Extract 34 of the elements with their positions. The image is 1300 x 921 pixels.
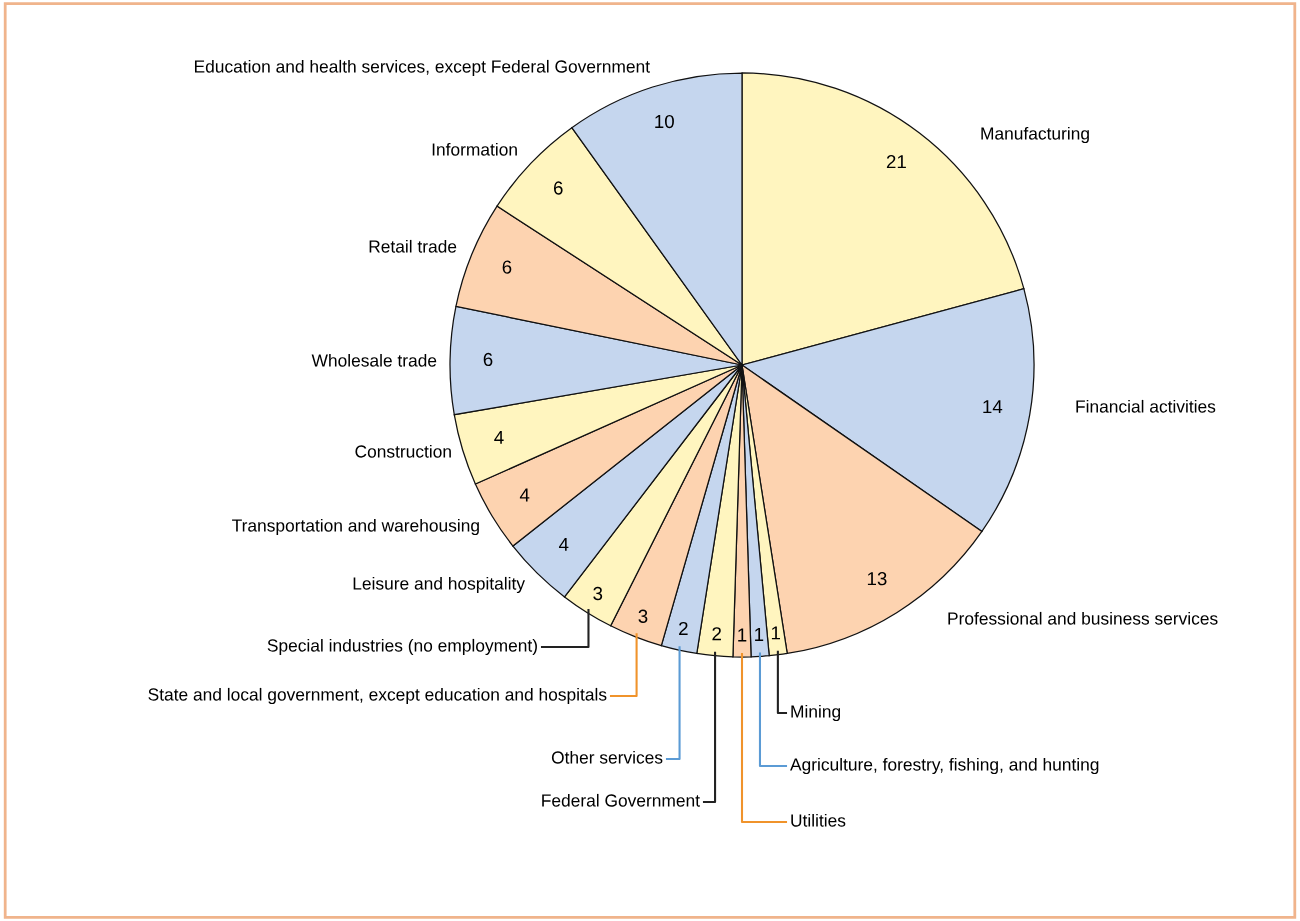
data-label: 4: [558, 537, 569, 551]
slice-label: Other services: [551, 750, 663, 764]
data-label: 13: [867, 572, 887, 586]
slice-label: State and local government, except education and hospitals: [148, 687, 607, 705]
data-label: 4: [519, 488, 530, 502]
data-label: 6: [553, 181, 563, 195]
slice-label: Education and health services, except Federal Government: [194, 59, 650, 77]
data-label: 10: [655, 114, 674, 129]
slice-label: Professional and business services: [948, 611, 1218, 625]
slice-label: Special industries (no employment): [267, 638, 537, 656]
data-label: 1: [738, 628, 747, 642]
data-label: 6: [502, 260, 512, 274]
data-label: 3: [593, 586, 603, 601]
slice-label: Leisure and hospitality: [353, 576, 525, 594]
data-label: 2: [679, 621, 688, 635]
slice-label: Retail trade: [369, 239, 457, 253]
data-label: 2: [712, 627, 721, 641]
slice-label: Utilities: [791, 813, 846, 827]
slice-label: Transportation and warehousing: [232, 518, 479, 536]
slice-label: Construction: [355, 444, 451, 458]
slice-label: Federal Government: [542, 793, 700, 807]
data-label: 21: [886, 155, 906, 169]
slice-label: Mining: [791, 704, 841, 722]
slice-label: Financial activities: [1076, 399, 1216, 413]
data-label: 14: [983, 400, 1003, 414]
data-label: 1: [771, 626, 780, 640]
slice-label: Information: [432, 142, 517, 156]
data-label: 1: [755, 627, 764, 641]
data-label: 4: [494, 430, 504, 444]
data-label: 3: [638, 609, 648, 623]
slice-label: Wholesale trade: [311, 353, 437, 367]
slice-label: Agriculture, forestry, fishing, and hunting: [790, 757, 1099, 775]
data-label: 6: [483, 352, 493, 367]
slice-label: Manufacturing: [981, 126, 1089, 144]
